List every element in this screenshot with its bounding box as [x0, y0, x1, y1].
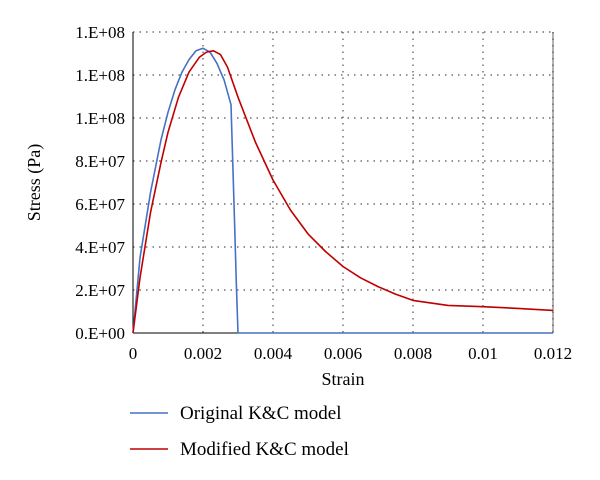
y-tick-labels: 0.E+00 2.E+07 4.E+07 6.E+07 8.E+07 1.E+08 1.E+… [75, 23, 125, 343]
y-tick-label: 1.E+08 [75, 23, 125, 42]
legend: Original K&C model Modified K&C model [130, 403, 349, 460]
y-axis-title: Stress (Pa) [24, 144, 45, 222]
series-lines [132, 47, 554, 334]
y-tick-label: 4.E+07 [75, 238, 125, 257]
x-tick-label: 0.006 [324, 344, 362, 363]
x-tick-label: 0.004 [254, 344, 293, 363]
x-axis-title: Strain [322, 369, 365, 389]
y-tick-label: 1.E+08 [75, 109, 125, 128]
series-line-0 [132, 47, 553, 334]
legend-label-0: Original K&C model [180, 403, 341, 424]
series-line-1 [132, 49, 554, 334]
legend-label-1: Modified K&C model [180, 439, 349, 460]
y-tick-label: 8.E+07 [75, 152, 125, 171]
grid [133, 31, 554, 333]
y-tick-label: 6.E+07 [75, 195, 125, 214]
x-tick-label: 0.008 [394, 344, 432, 363]
x-tick-label: 0.01 [468, 344, 498, 363]
x-tick-label: 0 [129, 344, 138, 363]
x-tick-labels: 0 0.002 0.004 0.006 0.008 0.01 0.012 [129, 344, 572, 363]
x-tick-label: 0.012 [534, 344, 572, 363]
y-tick-label: 0.E+00 [75, 324, 125, 343]
x-tick-label: 0.002 [184, 344, 222, 363]
y-tick-label: 2.E+07 [75, 281, 125, 300]
y-tick-label: 1.E+08 [75, 66, 125, 85]
